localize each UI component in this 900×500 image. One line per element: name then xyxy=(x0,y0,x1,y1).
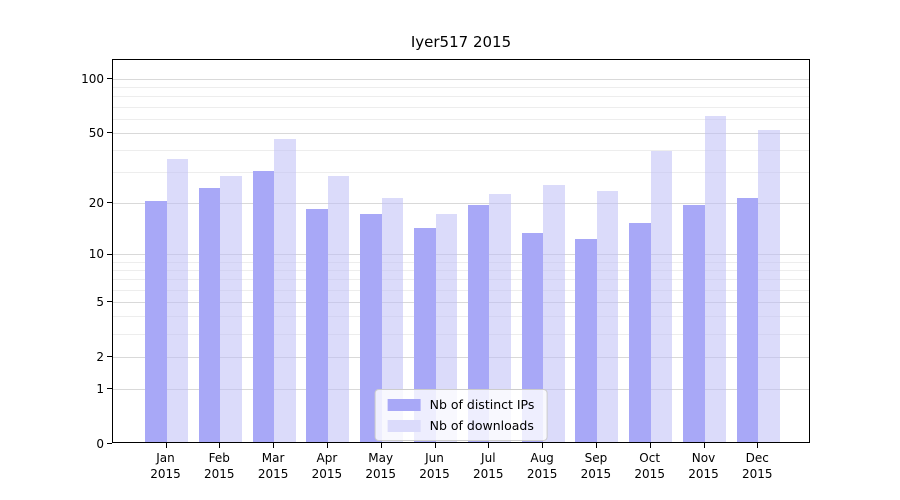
bar-distinct-ips-jun xyxy=(414,228,436,442)
x-tick-label: Jul 2015 xyxy=(473,451,504,482)
legend-label-distinct-ips: Nb of distinct IPs xyxy=(429,397,535,412)
legend-item-distinct-ips: Nb of distinct IPs xyxy=(387,397,535,412)
y-tick-label: 20 xyxy=(88,195,104,210)
x-tick-mark xyxy=(165,443,167,448)
x-tick-label: Nov 2015 xyxy=(688,451,719,482)
bar-downloads-jul xyxy=(489,194,511,442)
y-tick-mark xyxy=(107,388,112,390)
y-tick-label: 2 xyxy=(96,349,104,364)
minor-gridline xyxy=(113,150,809,152)
y-tick-mark xyxy=(107,301,112,303)
bar-distinct-ips-jul xyxy=(467,205,490,442)
x-tick-mark xyxy=(219,443,221,448)
y-tick-mark xyxy=(107,78,112,80)
x-tick-mark xyxy=(542,443,544,448)
legend-swatch-downloads xyxy=(387,419,421,432)
y-tick-label: 100 xyxy=(81,71,104,86)
x-tick-label: Apr 2015 xyxy=(311,451,343,482)
bar-downloads-nov xyxy=(704,115,726,442)
plot-area xyxy=(112,59,810,443)
legend-swatch-distinct-ips xyxy=(387,398,421,411)
x-tick-mark xyxy=(380,443,382,448)
x-tick-label: Aug 2015 xyxy=(526,451,558,482)
x-tick-label: May 2015 xyxy=(365,451,396,482)
bar-downloads-mar xyxy=(274,139,296,442)
minor-gridline xyxy=(113,261,809,263)
x-tick-label: Mar 2015 xyxy=(257,451,289,482)
minor-gridline xyxy=(113,289,809,291)
major-gridline xyxy=(113,202,809,204)
minor-gridline xyxy=(113,96,809,98)
y-tick-label: 0 xyxy=(96,436,104,451)
major-gridline xyxy=(113,301,809,303)
x-tick-label: Sep 2015 xyxy=(580,451,612,482)
major-gridline xyxy=(113,254,809,256)
major-gridline xyxy=(113,78,809,80)
minor-gridline xyxy=(113,269,809,271)
major-gridline xyxy=(113,132,809,134)
y-tick-label: 1 xyxy=(96,381,104,396)
bar-downloads-aug xyxy=(543,184,565,442)
legend-item-downloads: Nb of downloads xyxy=(387,418,535,433)
bar-downloads-feb xyxy=(220,175,242,442)
x-tick-mark xyxy=(326,443,328,448)
y-tick-label: 10 xyxy=(88,247,104,262)
y-tick-mark xyxy=(107,202,112,204)
x-tick-mark xyxy=(434,443,436,448)
x-tick-mark xyxy=(595,443,597,448)
x-tick-label: Dec 2015 xyxy=(742,451,773,482)
y-tick-mark xyxy=(107,132,112,134)
minor-gridline xyxy=(113,106,809,108)
bar-distinct-ips-oct xyxy=(629,222,651,442)
bar-distinct-ips-dec xyxy=(736,197,759,442)
bar-distinct-ips-may xyxy=(360,213,382,442)
y-tick-mark xyxy=(107,443,112,444)
minor-gridline xyxy=(113,333,809,335)
x-tick-mark xyxy=(757,443,759,448)
y-tick-mark xyxy=(107,253,112,255)
legend-label-downloads: Nb of downloads xyxy=(429,418,534,433)
x-tick-label: Jan 2015 xyxy=(150,451,181,482)
y-tick-label: 5 xyxy=(96,294,104,309)
bar-distinct-ips-jan xyxy=(145,201,167,442)
y-tick-label: 50 xyxy=(88,125,104,140)
y-tick-mark xyxy=(107,356,112,358)
major-gridline xyxy=(113,356,809,358)
x-tick-mark xyxy=(649,443,651,448)
x-tick-mark xyxy=(488,443,490,448)
minor-gridline xyxy=(113,172,809,174)
minor-gridline xyxy=(113,279,809,281)
bar-downloads-dec xyxy=(758,129,780,442)
bar-distinct-ips-nov xyxy=(683,205,705,442)
bar-distinct-ips-mar xyxy=(252,170,275,442)
minor-gridline xyxy=(113,118,809,120)
x-tick-label: Feb 2015 xyxy=(204,451,235,482)
legend: Nb of distinct IPs Nb of downloads xyxy=(374,389,548,441)
bar-downloads-sep xyxy=(596,190,619,442)
bar-downloads-oct xyxy=(650,150,673,442)
bar-downloads-jan xyxy=(166,158,188,442)
bar-distinct-ips-sep xyxy=(575,239,597,442)
minor-gridline xyxy=(113,316,809,318)
bar-distinct-ips-feb xyxy=(198,187,221,442)
minor-gridline xyxy=(113,87,809,89)
bar-downloads-jun xyxy=(435,213,457,442)
bar-distinct-ips-apr xyxy=(306,209,328,442)
bar-downloads-may xyxy=(381,197,404,442)
x-tick-label: Jun 2015 xyxy=(419,451,450,482)
bar-downloads-apr xyxy=(327,175,350,442)
chart-title: Iyer517 2015 xyxy=(410,33,512,51)
x-tick-mark xyxy=(703,443,705,448)
x-tick-mark xyxy=(273,443,275,448)
x-tick-label: Oct 2015 xyxy=(634,451,665,482)
